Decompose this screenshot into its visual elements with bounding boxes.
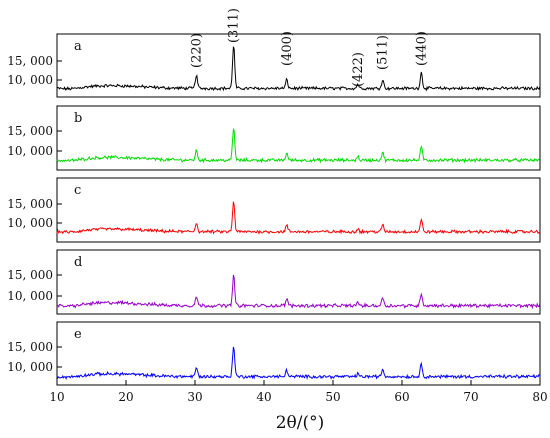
y-tick-label: 10, 000 <box>7 216 53 230</box>
series-line-c <box>56 201 541 235</box>
panel-letter-a: a <box>74 39 82 54</box>
peak-label: (511) <box>376 35 391 70</box>
x-tick-label: 10 <box>49 390 64 404</box>
peak-label: (311) <box>227 8 242 43</box>
panel-frame-d <box>56 249 541 315</box>
panel-frame-a <box>56 33 541 98</box>
panel-b: 10, 000 15, 000 b <box>7 105 541 171</box>
series-line-d <box>56 274 541 310</box>
peak-labels: (220) (311) (400) (422) (511) (440) <box>189 8 429 87</box>
panel-letter-d: d <box>74 255 82 270</box>
panel-e: 10, 000 15, 000 e <box>7 321 541 386</box>
panel-frame-b <box>56 105 541 171</box>
peak-label: (440) <box>414 31 429 66</box>
x-tick-label: 60 <box>394 390 409 404</box>
chart-panels: 10, 000 15, 000 a 10, 000 15, 000 b 10, 000 15,… <box>7 33 541 386</box>
y-tick-label: 10, 000 <box>7 144 53 158</box>
y-tick-label: 15, 000 <box>7 197 53 211</box>
y-tick-label: 15, 000 <box>7 340 53 354</box>
series-line-e <box>56 346 540 380</box>
x-tick-label: 30 <box>187 390 202 404</box>
y-tick-label: 10, 000 <box>7 289 53 303</box>
panel-a: 10, 000 15, 000 a <box>7 33 541 98</box>
panel-letter-c: c <box>74 183 81 198</box>
panel-frame-c <box>56 177 541 243</box>
x-axis: 10 20 30 40 50 60 70 80 <box>49 380 548 404</box>
peak-label: (422) <box>351 52 366 87</box>
x-tick-label: 40 <box>256 390 271 404</box>
x-tick-label: 80 <box>532 390 547 404</box>
y-tick-label: 15, 000 <box>7 268 53 282</box>
x-tick-label: 50 <box>325 390 340 404</box>
y-tick-label: 10, 000 <box>7 73 53 87</box>
y-tick-label: 15, 000 <box>7 54 53 68</box>
peak-label: (220) <box>189 33 204 68</box>
series-line-a <box>56 46 541 92</box>
panel-c: 10, 000 15, 000 c <box>7 177 541 243</box>
x-tick-label: 70 <box>463 390 478 404</box>
x-axis-title: 2θ/(°) <box>276 413 325 433</box>
panel-letter-b: b <box>74 111 82 126</box>
panel-frame-e <box>56 321 541 386</box>
y-tick-label: 15, 000 <box>7 124 53 138</box>
series-line-b <box>56 127 541 164</box>
panel-d: 10, 000 15, 000 d <box>7 249 541 315</box>
x-tick-label: 20 <box>118 390 133 404</box>
y-tick-label: 10, 000 <box>7 360 53 374</box>
peak-label: (400) <box>280 31 295 66</box>
panel-letter-e: e <box>74 327 82 342</box>
